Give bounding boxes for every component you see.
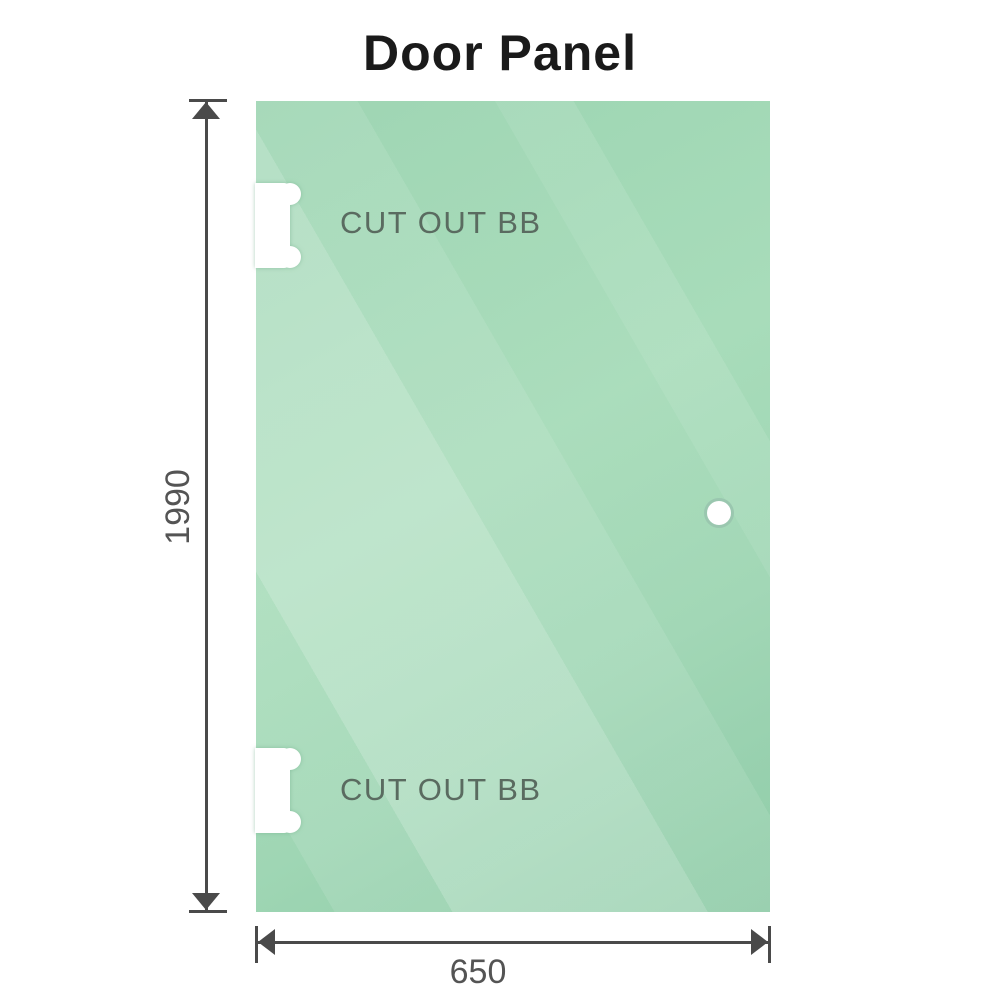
arrow-right-icon xyxy=(751,929,768,955)
page-title: Door Panel xyxy=(363,25,637,81)
cutout-lobe-icon xyxy=(279,246,301,268)
cutout-label-bottom: CUT OUT BB xyxy=(340,772,542,807)
cutout-lobe-icon xyxy=(279,811,301,833)
arrow-left-icon xyxy=(258,929,275,955)
height-dimension-label: 1990 xyxy=(159,469,197,545)
dimension-line xyxy=(256,941,770,944)
glass-panel: CUT OUT BB CUT OUT BB xyxy=(255,101,770,912)
dimension-tick xyxy=(189,99,227,102)
arrow-up-icon xyxy=(192,102,220,119)
arrow-down-icon xyxy=(192,893,220,910)
cutout-lobe-icon xyxy=(279,748,301,770)
dimension-tick xyxy=(189,910,227,913)
bottom-hinge-cutout xyxy=(255,748,301,833)
width-dimension-label: 650 xyxy=(449,953,507,991)
top-hinge-cutout xyxy=(255,183,301,268)
dimension-tick xyxy=(255,926,258,963)
cutout-label-top: CUT OUT BB xyxy=(340,205,542,240)
dimension-line xyxy=(205,101,208,911)
handle-hole xyxy=(704,498,734,528)
dimension-tick xyxy=(768,926,771,963)
cutout-lobe-icon xyxy=(279,183,301,205)
